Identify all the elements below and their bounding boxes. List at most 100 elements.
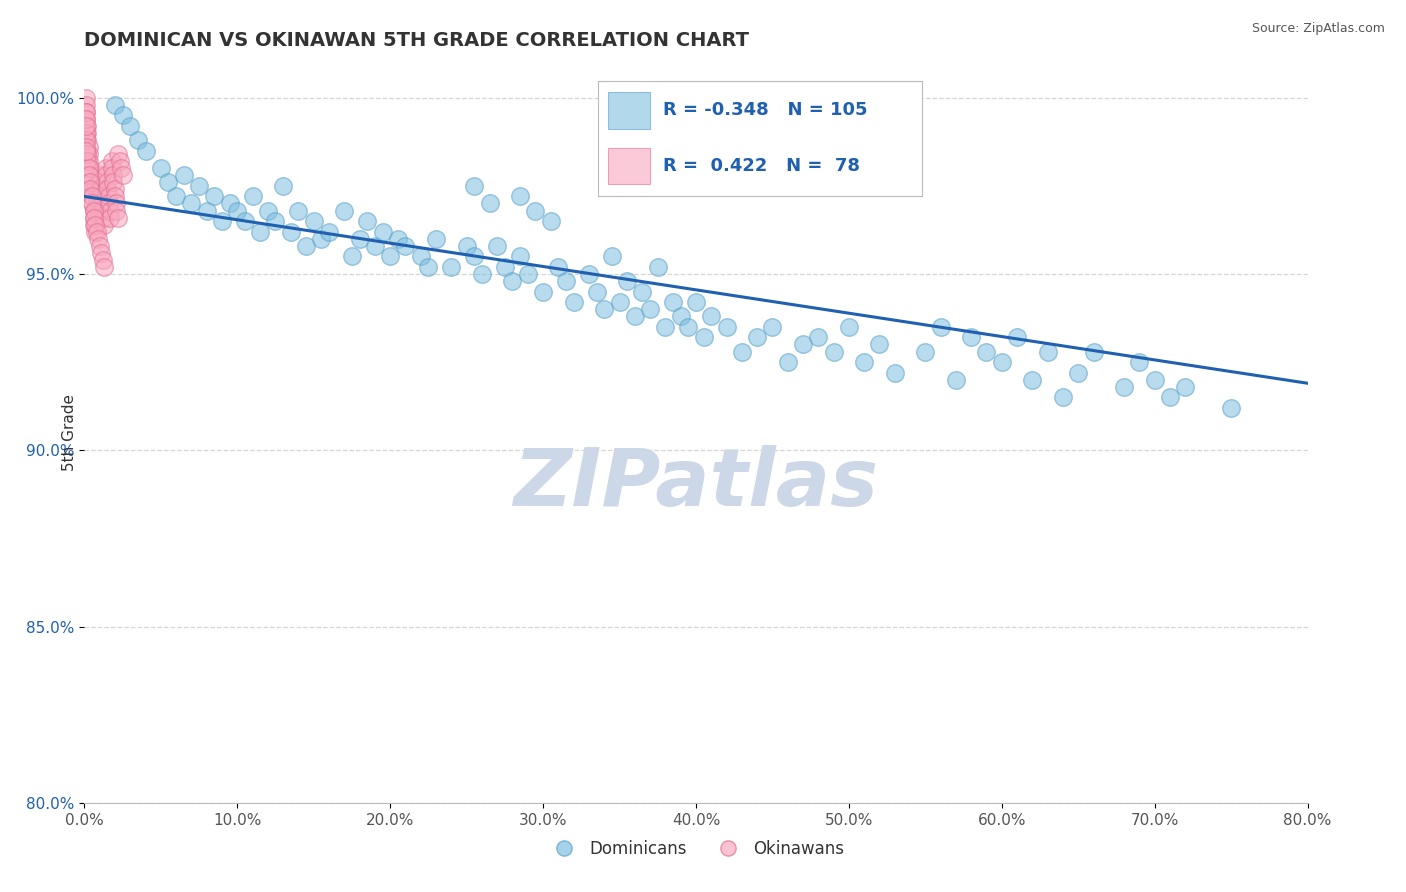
Point [180, 196, 202, 211]
Point [80, 182, 103, 196]
Point [86, 225, 108, 239]
Point [394, 239, 416, 253]
Point [103, 168, 125, 182]
Point [311, 232, 333, 246]
Point [502, 274, 524, 288]
Point [80, 189, 103, 203]
Point [1159, 390, 1181, 404]
Point [195, 203, 218, 218]
Point [271, 178, 294, 193]
Point [87, 200, 110, 214]
Point [562, 295, 585, 310]
Point [94, 168, 117, 182]
Point [662, 295, 685, 310]
Point [77, 147, 100, 161]
Point [75, 144, 97, 158]
Point [1143, 373, 1166, 387]
Y-axis label: 5th Grade: 5th Grade [62, 394, 77, 471]
Point [823, 344, 845, 359]
Point [264, 214, 287, 228]
Point [654, 319, 676, 334]
Point [108, 154, 131, 169]
Point [776, 355, 799, 369]
Point [478, 196, 501, 211]
Point [494, 260, 516, 274]
Point [456, 239, 478, 253]
Point [211, 214, 233, 228]
Point [89, 239, 111, 253]
Point [761, 319, 783, 334]
Point [75, 140, 97, 154]
Point [75, 126, 97, 140]
Point [101, 161, 124, 176]
Point [87, 207, 110, 221]
Point [609, 295, 631, 310]
Point [188, 178, 211, 193]
Point [1128, 355, 1150, 369]
Point [75, 91, 97, 105]
Point [90, 245, 112, 260]
Point [371, 225, 394, 239]
Point [77, 154, 100, 169]
Point [84, 178, 107, 193]
Point [440, 260, 463, 274]
Point [80, 196, 103, 211]
Point [101, 154, 124, 169]
Point [77, 140, 100, 154]
Point [425, 232, 447, 246]
Point [86, 186, 108, 200]
Point [75, 104, 97, 119]
Point [76, 119, 98, 133]
Point [75, 104, 97, 119]
Point [76, 126, 98, 140]
Point [486, 239, 509, 253]
Point [409, 249, 432, 263]
Point [83, 203, 105, 218]
Legend: Dominicans, Okinawans: Dominicans, Okinawans [541, 833, 851, 865]
Point [540, 214, 562, 228]
Point [1021, 373, 1043, 387]
Point [380, 249, 402, 263]
Point [624, 310, 647, 324]
Point [111, 108, 134, 122]
Point [1114, 380, 1136, 394]
Point [97, 189, 120, 203]
Point [731, 344, 754, 359]
Point [838, 319, 860, 334]
Point [616, 274, 638, 288]
Point [87, 232, 110, 246]
Point [86, 193, 108, 207]
Point [76, 154, 98, 169]
Point [98, 203, 121, 218]
Point [991, 355, 1014, 369]
Point [111, 168, 134, 182]
Point [869, 337, 891, 351]
Point [84, 218, 107, 232]
Point [93, 218, 115, 232]
Point [547, 260, 569, 274]
Point [1174, 380, 1197, 394]
Point [340, 249, 363, 263]
Point [853, 355, 876, 369]
Point [685, 295, 707, 310]
Text: Source: ZipAtlas.com: Source: ZipAtlas.com [1251, 22, 1385, 36]
Point [418, 260, 440, 274]
Point [249, 225, 271, 239]
Point [883, 366, 905, 380]
Point [349, 232, 371, 246]
Point [91, 203, 114, 218]
Point [1036, 344, 1059, 359]
Point [669, 310, 692, 324]
Point [94, 161, 117, 176]
Point [84, 225, 107, 239]
Point [83, 211, 105, 225]
Point [105, 203, 128, 218]
Point [120, 119, 142, 133]
Point [302, 214, 325, 228]
Text: ZIPatlas: ZIPatlas [513, 445, 879, 524]
Point [96, 182, 118, 196]
Point [79, 175, 101, 189]
Point [509, 249, 531, 263]
Point [107, 147, 129, 161]
Point [531, 285, 554, 299]
